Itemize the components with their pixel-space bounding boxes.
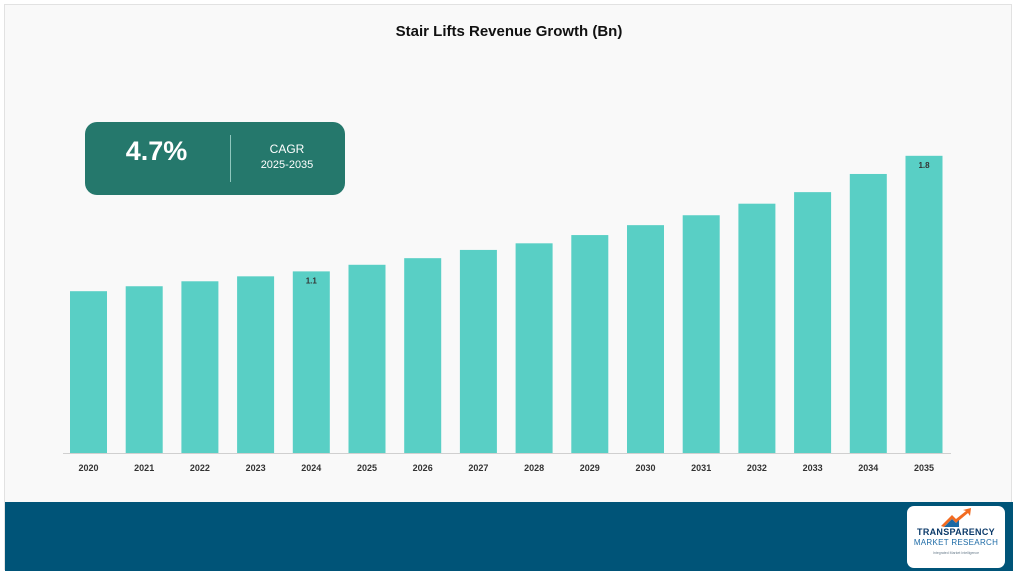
- chart-title: Stair Lifts Revenue Growth (Bn): [395, 23, 623, 40]
- cagr-value: 4.7%: [125, 136, 188, 166]
- chart-frame: Stair Lifts Revenue Growth (Bn) 2020 2021…: [4, 4, 1013, 571]
- data-label-2024: 1.1: [306, 276, 318, 285]
- logo-line-2: MARKET RESEARCH: [913, 538, 999, 547]
- x-tick-label: 2034: [858, 463, 878, 473]
- bar-2027: [459, 249, 497, 453]
- x-tick-label: 2022: [190, 463, 210, 473]
- bar-chart: 2020 2021 2022 2023 2024 1.1 2025 2026 2027 2028 2…: [63, 155, 951, 473]
- x-tick-label: 2026: [413, 463, 433, 473]
- bar-2033: [794, 192, 832, 454]
- logo-line-3: Integrated Market Intelligence: [932, 551, 980, 555]
- x-tick-label: 2025: [357, 463, 377, 473]
- x-tick-label: 2030: [635, 463, 655, 473]
- bar-2022: [181, 281, 219, 453]
- bar-2023: [237, 276, 275, 453]
- bar-2029: [571, 235, 609, 453]
- bar-2035: [905, 155, 943, 453]
- cagr-label: CAGR: [269, 142, 305, 156]
- cagr-callout: 4.7% CAGR 2025-2035: [85, 122, 345, 195]
- bar-2031: [682, 215, 720, 453]
- bar-2025: [348, 264, 386, 453]
- data-label-2035: 1.8: [918, 161, 930, 170]
- x-tick-label: 2027: [468, 463, 488, 473]
- x-tick-label: 2029: [580, 463, 600, 473]
- bar-2026: [404, 258, 442, 453]
- x-tick-label: 2028: [524, 463, 544, 473]
- bar-2030: [627, 225, 664, 453]
- x-tick-label: 2020: [78, 463, 98, 473]
- bar-2020: [70, 291, 107, 453]
- company-logo: TRANSPARENCY MARKET RESEARCH Integrated …: [907, 506, 1005, 568]
- bar-2032: [738, 203, 776, 453]
- bar-2028: [515, 243, 553, 453]
- x-tick-label: 2031: [691, 463, 711, 473]
- bar-2024: [292, 271, 330, 453]
- cagr-period: 2025-2035: [260, 159, 314, 171]
- x-tick-label: 2023: [246, 463, 266, 473]
- footer-band: TRANSPARENCY MARKET RESEARCH Integrated …: [5, 502, 1013, 571]
- logo-arrow-icon: [941, 508, 971, 527]
- x-tick-label: 2033: [803, 463, 823, 473]
- x-tick-label: 2021: [134, 463, 154, 473]
- bar-2034: [849, 173, 887, 453]
- cagr-divider: [230, 135, 231, 182]
- x-tick-label: 2024: [301, 463, 321, 473]
- logo-line-1: TRANSPARENCY: [917, 527, 995, 537]
- bar-2021: [125, 286, 163, 453]
- x-tick-label: 2032: [747, 463, 767, 473]
- x-tick-label: 2035: [914, 463, 934, 473]
